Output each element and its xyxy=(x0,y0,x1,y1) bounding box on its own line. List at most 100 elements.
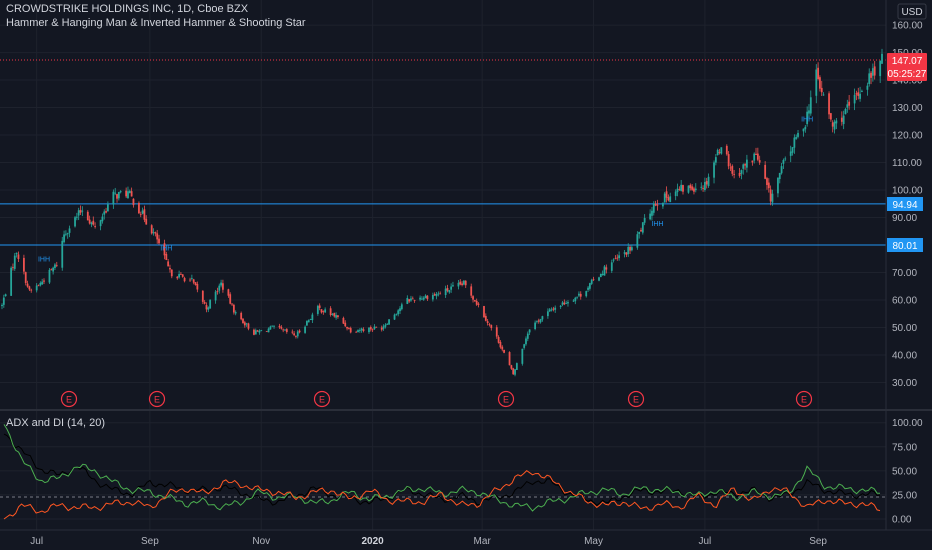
candle-body xyxy=(444,288,447,295)
candle xyxy=(227,288,230,298)
candle xyxy=(567,300,569,307)
candle-body xyxy=(651,210,653,216)
candle-body xyxy=(285,329,288,332)
candle xyxy=(508,351,511,366)
candle-body xyxy=(373,326,376,330)
candle-body xyxy=(605,267,608,270)
candle-body xyxy=(550,309,553,311)
candle xyxy=(806,106,809,127)
adx-di-lines xyxy=(3,424,881,520)
candle xyxy=(433,292,436,296)
candle xyxy=(578,291,580,298)
indicator-legend[interactable]: Hammer & Hanging Man & Inverted Hammer &… xyxy=(6,17,306,29)
candle-body xyxy=(335,315,338,318)
earnings-marker-text: E xyxy=(801,395,807,405)
candle-body xyxy=(515,363,518,370)
candle xyxy=(128,189,131,194)
candle-body xyxy=(205,305,208,310)
price-tick-label: 160.00 xyxy=(892,21,923,32)
candle xyxy=(603,265,606,276)
candle xyxy=(395,313,398,316)
candle-body xyxy=(216,291,219,292)
candle xyxy=(245,322,248,327)
candle xyxy=(526,331,529,342)
candle xyxy=(791,147,794,156)
candle-body xyxy=(138,202,140,214)
candle xyxy=(141,207,144,215)
candle-body xyxy=(704,182,706,191)
candle xyxy=(291,329,294,335)
candle xyxy=(282,328,285,333)
candle-body xyxy=(663,193,666,203)
candle-body xyxy=(422,297,425,300)
time-tick-label: Jul xyxy=(30,536,43,547)
candle-body xyxy=(170,269,173,277)
candle xyxy=(101,213,104,224)
candle-body xyxy=(254,330,257,335)
candle-body xyxy=(689,185,692,189)
candle-body xyxy=(828,93,830,115)
candle xyxy=(525,336,527,346)
earnings-marker-circle xyxy=(497,390,515,408)
candle xyxy=(767,178,770,193)
time-axis[interactable]: Jul Sep Nov 2020 Mar May Jul Sep xyxy=(30,536,827,547)
candle xyxy=(592,276,595,282)
candle-body xyxy=(510,365,513,369)
candle-body xyxy=(563,302,566,305)
candle xyxy=(355,330,358,333)
adx-axis[interactable]: 100.00 75.00 50.00 25.00 0.00 xyxy=(892,418,923,525)
candle xyxy=(495,325,498,339)
candle-body xyxy=(439,293,442,295)
candle xyxy=(528,329,531,336)
chart-title[interactable]: CROWDSTRIKE HOLDINGS INC, 1D, Cboe BZX xyxy=(6,3,249,15)
candle-body xyxy=(844,108,847,115)
time-tick-label: Mar xyxy=(474,536,492,547)
candle xyxy=(704,177,706,192)
candle-body xyxy=(503,349,505,353)
candle-body xyxy=(203,302,206,304)
currency-badge[interactable] xyxy=(897,3,927,20)
candle xyxy=(651,206,653,221)
candle-body xyxy=(576,296,579,298)
candle xyxy=(461,281,463,287)
candle-body xyxy=(43,280,45,282)
candle-body xyxy=(24,272,27,283)
candle xyxy=(2,294,5,308)
candle xyxy=(623,249,626,258)
candle xyxy=(86,210,89,221)
time-tick-label: 2020 xyxy=(361,536,384,547)
candle-body xyxy=(853,94,856,104)
candle-body xyxy=(382,326,385,329)
candle-body xyxy=(680,184,683,191)
candle-body xyxy=(112,191,115,205)
candle xyxy=(475,298,478,306)
price-tick-label: 90.00 xyxy=(892,213,917,224)
candle xyxy=(669,192,672,203)
candle xyxy=(514,369,516,377)
adx-pane-title[interactable]: ADX and DI (14, 20) xyxy=(6,417,106,429)
candle-body xyxy=(411,298,414,300)
candle xyxy=(663,191,666,203)
candle-body xyxy=(461,283,463,285)
candle-body xyxy=(331,314,334,315)
candle xyxy=(23,254,25,275)
price-tick-label: 130.00 xyxy=(892,103,923,114)
candle-body xyxy=(41,281,44,285)
candle xyxy=(782,158,785,170)
candle-body xyxy=(713,162,715,178)
price-tick-label: 30.00 xyxy=(892,378,917,389)
candle-body xyxy=(139,213,142,215)
candle-body xyxy=(61,240,64,268)
candle-body xyxy=(592,279,595,281)
horizontal-levels[interactable] xyxy=(0,203,886,246)
candle xyxy=(192,278,195,285)
candle xyxy=(652,201,655,216)
time-tick-label: Nov xyxy=(252,536,270,547)
candle xyxy=(844,107,847,115)
candle-body xyxy=(744,164,746,166)
candle xyxy=(333,312,336,318)
candle xyxy=(254,328,257,335)
candle xyxy=(738,168,741,178)
